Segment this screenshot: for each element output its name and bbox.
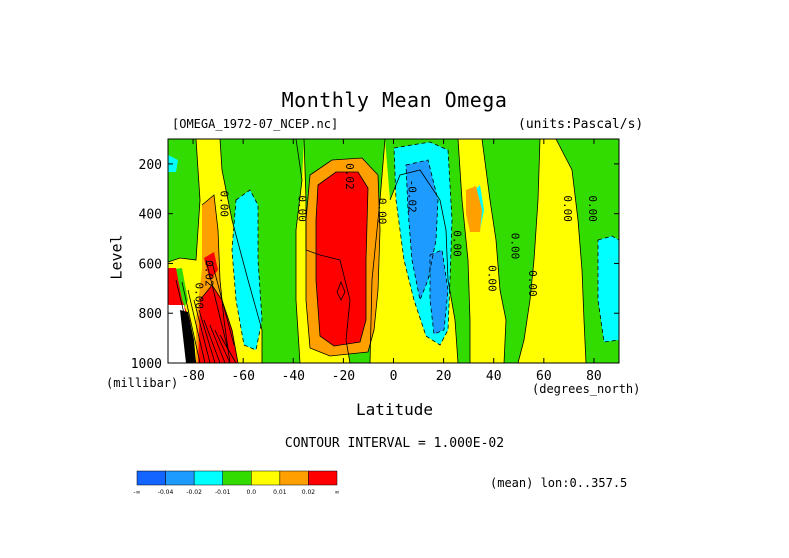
contour-label: 0.00 [508, 233, 521, 260]
contour-interval-note: CONTOUR INTERVAL = 1.000E-02 [284, 436, 505, 451]
mean-longitude-note: (mean) lon:0..357.5 [490, 476, 628, 490]
x-tick-label: -80 [181, 369, 204, 384]
contour-label: 0.00 [561, 195, 574, 222]
colorbar-label: 0.02 [302, 489, 316, 496]
contour-label: 0.00 [486, 265, 499, 292]
contour-label: 0.00 [295, 195, 308, 222]
y-unit-label: (millibar) [106, 376, 179, 390]
colorbar-swatch [165, 470, 195, 486]
x-tick-label: -40 [282, 369, 305, 384]
colorbar-label: 0.01 [273, 489, 287, 496]
x-tick-label: 20 [436, 369, 452, 384]
axes: -80 -60 -40 -20 0 20 40 60 80 200 400 600 800 1000 [131, 139, 619, 384]
contour-label: 0.00 [586, 195, 599, 222]
x-unit-label: (degrees_north) [532, 382, 641, 396]
x-tick-label: 0 [390, 369, 398, 384]
contour-label: 0.02 [203, 260, 216, 287]
colorbar-label: ∞ [335, 489, 340, 496]
units-label: (units:Pascal/s) [518, 117, 644, 132]
y-tick-label: 800 [139, 307, 162, 322]
contour-labels: 0.000.020.00 0.000.020.00 -0.020.000.000.0… [193, 163, 599, 309]
y-tick-label: 400 [139, 208, 162, 223]
colorbar-swatch [251, 470, 281, 486]
y-tick-label: 1000 [131, 357, 162, 372]
negative-large-regions [406, 160, 448, 334]
colorbar-swatch [136, 470, 166, 486]
y-tick-label: 600 [139, 257, 162, 272]
terrain-mask [168, 259, 237, 364]
colorbar: -∞ -0.04 -0.02 -0.01 0.0 0.01 0.02 ∞ [133, 470, 340, 496]
chart-title: Monthly Mean Omega [281, 88, 508, 112]
contour-label: 0.02 [343, 163, 356, 190]
colorbar-label: -0.01 [215, 489, 231, 496]
colorbar-label: -0.04 [158, 489, 174, 496]
positive-large-regions [198, 172, 368, 363]
y-axis-label: Level [107, 234, 126, 280]
contour-label: 0.00 [193, 283, 206, 310]
colorbar-swatch [308, 470, 338, 486]
y-tick-label: 200 [139, 158, 162, 173]
colorbar-swatch [279, 470, 309, 486]
contour-label: 0.00 [526, 270, 539, 297]
contour-label: -0.02 [406, 180, 419, 213]
colorbar-label: -0.02 [186, 489, 202, 496]
x-tick-label: -60 [231, 369, 254, 384]
colorbar-swatch [222, 470, 252, 486]
file-label: [OMEGA_1972-07_NCEP.nc] [172, 117, 339, 131]
x-tick-label: 80 [586, 369, 602, 384]
x-axis-label: Latitude [355, 400, 434, 419]
contour-label: 0.00 [375, 198, 388, 225]
colorbar-label: 0.0 [247, 489, 257, 496]
colorbar-label: -∞ [133, 489, 140, 496]
contour-label: 0.00 [451, 230, 464, 256]
x-tick-label: 40 [486, 369, 502, 384]
colorbar-swatch [193, 470, 223, 486]
contour-label: 0.00 [218, 190, 231, 217]
x-tick-label: 60 [536, 369, 552, 384]
contour-lines [167, 138, 587, 364]
x-tick-label: -20 [332, 369, 355, 384]
